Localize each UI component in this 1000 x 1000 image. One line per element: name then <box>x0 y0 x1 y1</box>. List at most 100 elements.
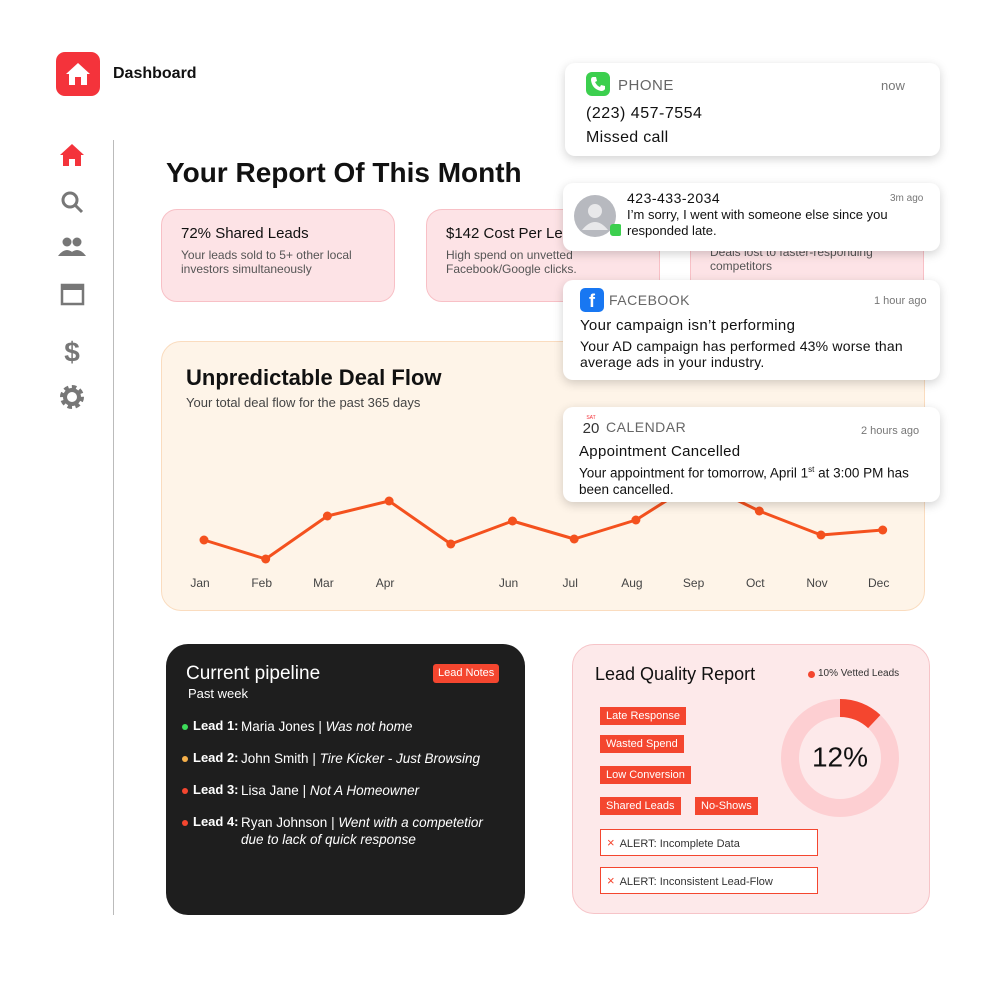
legend-label: 10% Vetted Leads <box>818 668 900 679</box>
issue-tag: Late Response <box>600 707 686 725</box>
chart-subtitle: Your total deal flow for the past 365 da… <box>186 395 421 410</box>
notification-text: I’m sorry, I went with someone else sinc… <box>627 207 888 238</box>
notification[interactable]: SAT 20 CALENDAR 2 hours ago Appointment … <box>563 407 940 502</box>
notification-time: 3m ago <box>890 193 924 204</box>
sidebar-divider <box>113 140 114 915</box>
x-tick-label: Feb <box>251 576 272 590</box>
status-dot <box>182 756 188 762</box>
data-point <box>878 525 888 535</box>
calendar-icon-day: SAT <box>586 415 596 421</box>
nav-settings[interactable] <box>60 385 84 409</box>
text-part: at 3:00 PM has been cancelled. <box>579 465 909 497</box>
nav-search[interactable] <box>61 191 84 214</box>
issue-tag: Wasted Spend <box>600 735 684 753</box>
chart-panel: Unpredictable Deal Flow Your total deal … <box>161 341 925 611</box>
data-point <box>199 535 209 545</box>
lead-label: Lead 1: <box>193 718 239 733</box>
logo[interactable] <box>56 52 100 96</box>
donut-label: 12% <box>812 741 868 772</box>
lead-name: John Smith <box>241 751 309 766</box>
x-tick-label: Sep <box>683 576 705 590</box>
lead-label: Lead 3: <box>193 782 239 797</box>
data-point <box>384 496 394 506</box>
donut-chart: 12% <box>781 699 899 817</box>
issue-tag: No-Shows <box>695 797 758 815</box>
notification-text: Missed call <box>586 129 669 146</box>
notification-text: Your AD campaign has performed 43% worse… <box>580 338 903 370</box>
lead-name: Lisa Jane <box>241 783 299 798</box>
logo-icon <box>66 63 90 85</box>
chart-title: Unpredictable Deal Flow <box>186 365 442 390</box>
data-point <box>754 506 764 516</box>
lead-notes-button[interactable]: Lead Notes <box>433 664 500 683</box>
lead-detail: Lisa Jane | Not A Homeowner <box>241 782 521 799</box>
x-tick-label: Oct <box>746 576 765 590</box>
x-tick-label: Aug <box>621 576 642 590</box>
facebook-icon: f <box>580 288 604 312</box>
stat-card: 72% Shared Leads Your leads sold to 5+ ot… <box>161 209 395 302</box>
alert-box: × ALERT: Incomplete Data <box>600 829 818 856</box>
pipeline-subtitle: Past week <box>188 686 248 701</box>
app-name: PHONE <box>618 77 674 94</box>
legend-dot <box>808 671 815 678</box>
alert-box: × ALERT: Inconsistent Lead-Flow <box>600 867 818 894</box>
alert-icon: × <box>607 873 615 888</box>
alert-icon: × <box>607 835 615 850</box>
donut-arc <box>781 699 899 817</box>
status-dot <box>182 724 188 730</box>
alert-text: ALERT: Incomplete Data <box>619 838 740 850</box>
data-point <box>446 539 456 549</box>
lead-detail: Maria Jones | Was not home <box>241 718 521 735</box>
notification-title: (223) 457-7554 <box>586 105 703 122</box>
app-name: FACEBOOK <box>609 292 691 308</box>
card-text: High spend on unvetted Facebook/Google c… <box>446 248 577 276</box>
data-point <box>569 534 579 544</box>
nav-people[interactable] <box>58 237 86 257</box>
x-tick-label: Dec <box>868 576 889 590</box>
lead-note: Tire Kicker - Just Browsing <box>319 751 481 766</box>
notification[interactable]: f FACEBOOK 1 hour ago Your campaign isn’… <box>563 280 940 380</box>
calendar-icon-date: 20 <box>582 420 600 437</box>
status-dot <box>182 788 188 794</box>
alert-text: ALERT: Inconsistent Lead-Flow <box>619 876 773 888</box>
card-text: Your leads sold to 5+ other local invest… <box>181 248 352 276</box>
status-dot <box>182 820 188 826</box>
lead-detail: Ryan Johnson | Went with a competetior d… <box>241 814 496 848</box>
avatar <box>574 195 621 237</box>
lead-note: Was not home <box>325 719 413 734</box>
notification[interactable]: PHONE now (223) 457-7554 Missed call <box>565 63 940 156</box>
line-chart: Jan Feb Mar Apr Jun Jul Aug Sep Oct Nov Dec <box>190 476 889 590</box>
x-tick-label: Apr <box>376 576 395 590</box>
lead-note: Not A Homeowner <box>309 783 420 798</box>
notification[interactable]: 423-433-2034 3m ago I’m sorry, I went wi… <box>563 183 940 251</box>
card-title: $142 Cost Per Lead <box>446 225 580 242</box>
notification-title: Appointment Cancelled <box>579 443 741 460</box>
x-tick-label: Nov <box>806 576 827 590</box>
data-point <box>322 511 332 521</box>
separator: | <box>312 751 316 766</box>
x-tick-label: Mar <box>313 576 334 590</box>
nav-dollar[interactable]: $ <box>64 336 80 367</box>
app-name: CALENDAR <box>606 419 687 435</box>
data-point <box>261 554 271 564</box>
pipeline-panel: Current pipeline Past week Lead Notes Le… <box>166 644 525 915</box>
x-tick-label: Jun <box>499 576 518 590</box>
nav-calendar[interactable] <box>60 283 85 306</box>
issue-tag: Shared Leads <box>600 797 681 815</box>
lead-label: Lead 2: <box>193 750 239 765</box>
data-point <box>508 516 517 526</box>
issue-tag: Low Conversion <box>600 766 691 784</box>
pipeline-title: Current pipeline <box>186 663 321 684</box>
lead-name: Maria Jones <box>241 719 315 734</box>
text-superscript: st <box>808 465 815 474</box>
notification-time: 2 hours ago <box>861 425 920 437</box>
data-point <box>631 515 641 525</box>
header-title: Dashboard <box>113 65 197 82</box>
notification-time: now <box>881 78 905 93</box>
deal-flow-line <box>203 479 883 561</box>
notification-text: Your appointment for tomorrow, April 1st… <box>579 462 924 498</box>
separator: | <box>331 815 335 830</box>
lead-quality-title: Lead Quality Report <box>595 664 756 684</box>
nav-home[interactable] <box>60 144 84 166</box>
